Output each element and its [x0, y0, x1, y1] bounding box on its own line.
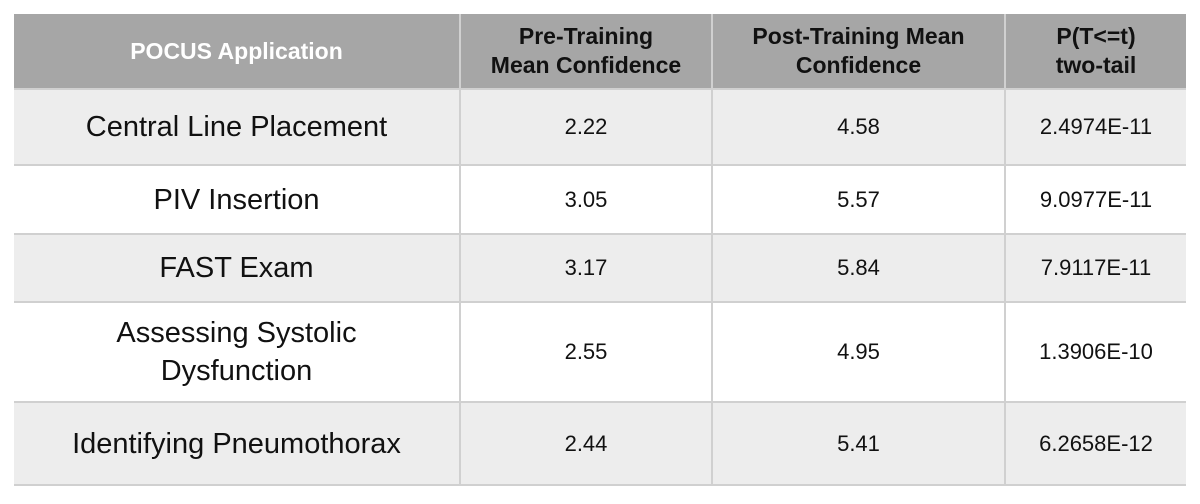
- column-header: Pre-Training Mean Confidence: [459, 14, 713, 90]
- table-row: Assessing Systolic Dysfunction 2.55 4.95 1.3…: [14, 301, 1186, 403]
- value-cell: 7.9117E-11: [1004, 233, 1186, 303]
- value-cell: 2.4974E-11: [1004, 88, 1186, 166]
- cell-line: Assessing Systolic: [116, 317, 357, 349]
- value-cell: 6.2658E-12: [1004, 401, 1186, 486]
- value-cell: 2.44: [459, 401, 713, 486]
- cell-line: Dysfunction: [160, 355, 313, 387]
- results-table: POCUS Application Pre-Training Mean Confid…: [14, 14, 1186, 486]
- cell-line: Confidence: [795, 52, 922, 78]
- value-cell: 5.57: [711, 164, 1006, 235]
- table-header: POCUS Application Pre-Training Mean Confid…: [14, 14, 1186, 90]
- value-cell: 5.84: [711, 233, 1006, 303]
- cell-line: Post-Training Mean: [752, 23, 965, 49]
- value-cell: 9.0977E-11: [1004, 164, 1186, 235]
- value-cell: 4.95: [711, 301, 1006, 403]
- header-row: POCUS Application Pre-Training Mean Confid…: [14, 14, 1186, 90]
- value-cell: 2.55: [459, 301, 713, 403]
- value-cell: 1.3906E-10: [1004, 301, 1186, 403]
- table-row: Central Line Placement 2.22 4.58 2.4974E-11: [14, 88, 1186, 166]
- application-cell: PIV Insertion: [14, 164, 461, 235]
- column-header: POCUS Application: [14, 14, 461, 90]
- cell-line: Mean Confidence: [490, 52, 682, 78]
- table-row: FAST Exam 3.17 5.84 7.9117E-11: [14, 233, 1186, 303]
- value-cell: 2.22: [459, 88, 713, 166]
- table-body: Central Line Placement 2.22 4.58 2.4974E-11…: [14, 88, 1186, 486]
- application-cell: Identifying Pneumothorax: [14, 401, 461, 486]
- column-header: P(T<=t) two-tail: [1004, 14, 1186, 90]
- application-cell: Central Line Placement: [14, 88, 461, 166]
- value-cell: 3.17: [459, 233, 713, 303]
- value-cell: 5.41: [711, 401, 1006, 486]
- application-cell: Assessing Systolic Dysfunction: [14, 301, 461, 403]
- column-header: Post-Training Mean Confidence: [711, 14, 1006, 90]
- table-row: PIV Insertion 3.05 5.57 9.0977E-11: [14, 164, 1186, 235]
- value-cell: 4.58: [711, 88, 1006, 166]
- cell-line: Pre-Training: [518, 23, 654, 49]
- cell-line: two-tail: [1055, 52, 1137, 78]
- cell-line: P(T<=t): [1056, 23, 1136, 49]
- value-cell: 3.05: [459, 164, 713, 235]
- application-cell: FAST Exam: [14, 233, 461, 303]
- table-row: Identifying Pneumothorax 2.44 5.41 6.2658E-…: [14, 401, 1186, 486]
